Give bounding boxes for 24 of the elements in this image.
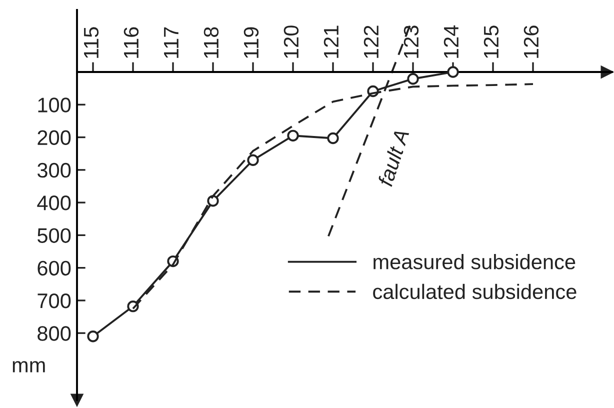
x-tick-label: 124 [444, 25, 458, 58]
y-tick-label: 300 [37, 162, 71, 178]
y-tick-label: 500 [38, 228, 71, 243]
y-tick-label: 700 [38, 293, 71, 308]
y-tick-label: 600 [38, 260, 71, 276]
x-tick-label: 121 [324, 26, 338, 58]
y-tick-label: 100 [38, 98, 71, 112]
x-tick-label: 122 [364, 26, 378, 58]
y-tick-label: 400 [37, 196, 71, 210]
x-tick-label: 115 [84, 27, 99, 58]
x-tick-label: 118 [204, 27, 219, 58]
y-tick-label: 800 [38, 326, 71, 341]
x-tick-label: 126 [524, 26, 539, 58]
x-tick-label: 123 [404, 26, 419, 58]
legend-label: calculated subsidence [373, 284, 576, 300]
y-axis-title: mm [12, 361, 45, 372]
x-tick-label: 119 [244, 27, 259, 58]
x-tick-label: 120 [284, 26, 299, 58]
y-tick-label: 200 [38, 130, 71, 146]
x-tick-label: 125 [484, 26, 499, 58]
legend-label: measured subsidence [374, 254, 576, 270]
x-tick-label: 116 [124, 27, 139, 58]
x-tick-label: 117 [164, 27, 178, 58]
annotation: fault A [377, 128, 410, 187]
